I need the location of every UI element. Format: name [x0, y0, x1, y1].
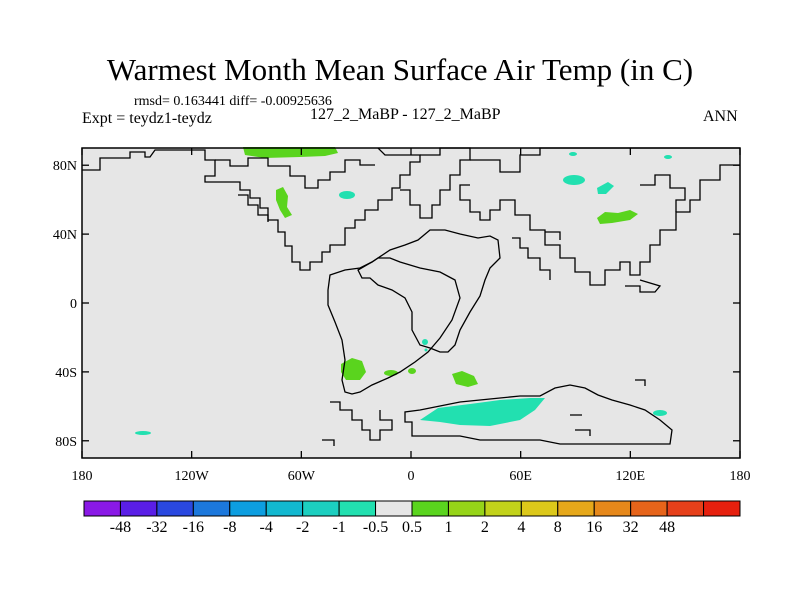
colorbar-label: -0.5 [363, 519, 388, 536]
colorbar-label: -1 [332, 519, 345, 536]
coastline-west-antarctica [330, 401, 393, 441]
coastline-antarctica [404, 384, 673, 445]
lat-axis: 80N 40N 0 40S 80S [53, 159, 740, 450]
colorbar-swatch [593, 500, 632, 517]
colorbar-label: -4 [260, 519, 273, 536]
colorbar-swatch [338, 500, 377, 517]
colorbar-label: -16 [183, 519, 204, 536]
colorbar-label: -8 [223, 519, 236, 536]
lon-tick-label: 0 [408, 469, 415, 484]
stats-line: rmsd= 0.163441 diff= -0.00925636 [134, 94, 332, 109]
map-title: Warmest Month Mean Surface Air Temp (in … [106, 52, 694, 87]
coastline-africa [357, 229, 501, 353]
experiment-label: Expt = teydz1-teydz [82, 110, 212, 127]
colorbar-swatch [557, 500, 595, 517]
lon-tick-label: 180 [730, 469, 751, 484]
anomaly-small-cool-4 [424, 348, 428, 352]
anomaly-east-antarctic-cool [653, 410, 667, 416]
lon-tick-label: 120E [616, 469, 646, 484]
colorbar-swatch [192, 500, 231, 517]
anomaly-north-america-warm [276, 187, 292, 218]
colorbar-label: 1 [444, 519, 452, 536]
colorbar-swatch [411, 500, 449, 517]
anomaly-central-asia-cool [597, 182, 614, 194]
anomaly-small-cool-2 [664, 155, 672, 159]
coastline-east-asia [625, 174, 686, 293]
lat-tick-label: 40N [53, 228, 77, 243]
lat-tick-label: 80S [55, 435, 77, 450]
coastline-canadian-arctic [215, 157, 375, 189]
colorbar-label: -48 [110, 519, 131, 536]
anomaly-antarctic-cool [420, 398, 545, 426]
colorbar-swatch [229, 500, 267, 517]
lon-tick-label: 60W [288, 469, 316, 484]
anomaly-layer [135, 147, 672, 435]
colorbar-swatch [302, 500, 340, 517]
lon-tick-label: 120W [175, 469, 210, 484]
colorbar-label: 48 [659, 519, 675, 536]
anomaly-south-atlantic-warm [452, 371, 478, 387]
anomaly-arctic-canada-warm [243, 147, 338, 158]
lon-tick-label: 60E [509, 469, 532, 484]
lat-tick-label: 80N [53, 159, 77, 174]
anomaly-small-cool-1 [569, 152, 577, 156]
period-label: ANN [703, 108, 738, 125]
anomaly-hudson-cool [339, 191, 355, 199]
colorbar-label: -32 [146, 519, 167, 536]
colorbar-swatch [447, 500, 486, 517]
lat-tick-label: 0 [70, 297, 77, 312]
colorbar-label: 0.5 [402, 519, 422, 536]
colorbar: -48 -32 -16 -8 -4 -2 -1 -0.5 0.5 1 2 4 8 16 32 48 [83, 500, 741, 536]
anomaly-small-cool-3 [422, 339, 428, 345]
anomaly-south-america-warm [341, 358, 366, 380]
lon-tick-label: 180 [72, 469, 93, 484]
colorbar-swatch [156, 500, 194, 517]
colorbar-swatch [375, 500, 413, 517]
colorbar-swatch [520, 500, 559, 517]
anomaly-small-cool-5 [135, 431, 151, 435]
colorbar-swatch [265, 500, 304, 517]
colorbar-label: -2 [296, 519, 309, 536]
colorbar-swatch [119, 500, 158, 517]
colorbar-swatch [484, 500, 522, 517]
colorbar-swatch [83, 500, 121, 517]
anomaly-east-asia-warm [597, 210, 638, 224]
lat-tick-label: 40S [55, 366, 77, 381]
colorbar-label: 2 [481, 519, 489, 536]
colorbar-swatch [666, 500, 705, 517]
coastline-southeast [512, 231, 561, 280]
anomaly-siberia-cool [563, 175, 585, 185]
coastline-islands [238, 194, 646, 446]
colorbar-swatch [630, 500, 668, 517]
coastlines [82, 147, 740, 446]
lon-axis: 180 120W 60W 0 60E 120E 180 [72, 148, 751, 484]
colorbar-label: 16 [586, 519, 602, 536]
coastline-north-america [82, 147, 421, 271]
map-background [82, 148, 740, 458]
colorbar-label: 8 [554, 519, 562, 536]
coastline-south-america [327, 257, 461, 395]
colorbar-label: 4 [517, 519, 525, 536]
colorbar-swatch [703, 500, 741, 517]
anomaly-small-warm-1 [384, 370, 398, 376]
colorbar-label: 32 [623, 519, 639, 536]
center-label: 127_2_MaBP - 127_2_MaBP [310, 106, 501, 123]
anomaly-small-warm-2 [408, 368, 416, 374]
